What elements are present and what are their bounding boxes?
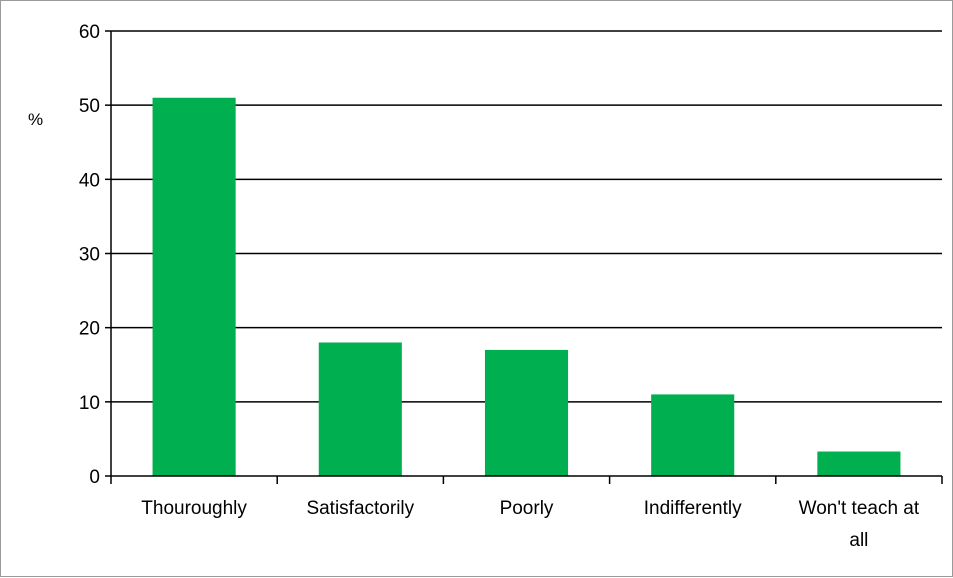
x-tick-labels: Thouroughly Satisfactorily Poorly Indiffere… (110, 476, 943, 551)
y-tick-label: 40 (79, 170, 100, 191)
x-category-label: Poorly (500, 498, 554, 519)
bar (484, 349, 569, 476)
gridlines (111, 30, 942, 403)
bars (152, 97, 901, 476)
y-tick-label: 60 (79, 22, 100, 43)
x-category-label: Satisfactorily (306, 498, 414, 519)
y-tick-labels: 0 10 20 30 40 50 60 (79, 22, 111, 488)
bar (817, 451, 901, 476)
y-tick-label: 10 (79, 393, 100, 414)
x-category-label: Thouroughly (141, 498, 247, 519)
y-axis-unit-label: % (28, 110, 43, 129)
y-tick-label: 0 (89, 467, 100, 488)
y-tick-label: 50 (79, 96, 100, 117)
bar (651, 394, 735, 476)
bar (152, 97, 236, 476)
x-category-label: Won't teach at all (799, 498, 920, 551)
x-category-label: Indifferently (644, 498, 742, 519)
y-tick-label: 30 (79, 245, 100, 266)
y-tick-label: 20 (79, 319, 100, 340)
bar (318, 342, 402, 476)
